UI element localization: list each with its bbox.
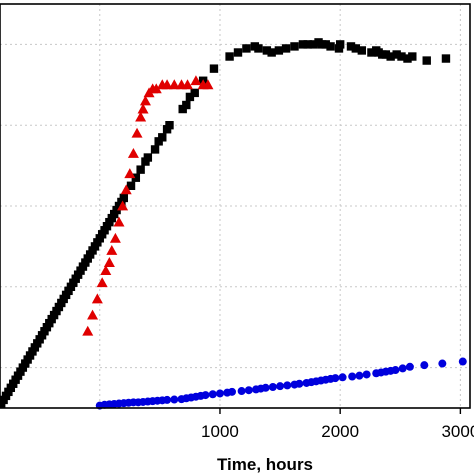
data-point [348,372,357,381]
data-points [0,38,467,410]
data-point [82,325,94,336]
data-point [276,382,285,391]
data-point [309,40,318,49]
data-point [124,168,136,179]
data-point [295,379,304,388]
data-point [458,357,467,366]
data-point [268,382,277,391]
data-point [185,92,195,102]
data-point [233,48,243,57]
data-point [303,40,312,49]
data-point [346,42,356,51]
data-point [420,361,429,370]
data-point [215,389,224,398]
x-tick-label: 3000 [441,422,474,441]
data-point [120,184,132,195]
data-point [422,56,431,65]
data-point [338,373,347,382]
data-point [441,54,451,63]
data-point [131,173,141,182]
data-point [367,48,376,57]
data-point [158,133,167,142]
series-square [0,38,451,409]
data-point [381,50,391,59]
data-point [119,193,129,203]
data-point [117,200,129,211]
data-point [170,395,179,404]
data-point [106,244,118,255]
data-point [208,390,217,399]
data-point [398,364,407,373]
data-point [202,79,214,90]
data-point [408,52,417,61]
data-point [96,277,108,288]
data-point [165,121,174,130]
data-point [135,111,147,122]
data-point [190,88,199,98]
data-point [168,79,180,90]
data-point [139,95,151,106]
data-point [326,42,335,51]
data-point [262,46,272,55]
plot-border [0,3,471,409]
x-tick-label: 1000 [201,422,239,441]
data-point [405,362,414,371]
data-point [126,181,136,190]
data-point [267,48,276,57]
data-point [242,44,251,53]
data-point [182,100,191,110]
data-point [100,265,112,276]
data-point [355,371,364,380]
data-point [103,257,115,267]
series-circle [95,357,467,410]
data-point [161,79,173,90]
data-point [283,381,292,390]
x-tick-label: 2000 [321,422,359,441]
data-point [392,50,401,59]
data-point [136,165,145,174]
data-point [438,359,447,368]
data-point [182,79,194,90]
data-point [298,40,308,49]
data-point [281,44,291,53]
grid-lines [0,4,470,408]
data-point [321,40,330,49]
data-point [209,64,219,73]
data-point [87,309,99,320]
data-point [331,374,340,383]
data-point [254,44,263,53]
data-point [150,83,162,94]
data-point [237,387,246,396]
data-point [362,370,371,379]
x-axis-ticks: 1000 2000 3000 [201,408,474,441]
data-point [190,75,202,86]
data-point [386,52,395,61]
data-point [201,391,210,400]
data-point [109,232,121,243]
data-point [91,293,103,304]
data-point [335,40,345,49]
data-point [163,395,172,404]
data-point [290,42,299,51]
data-point [150,145,160,154]
data-point [403,54,412,63]
data-point [113,216,125,227]
x-axis-label: Time, hours [217,455,313,474]
data-point [351,44,361,53]
data-point [357,46,367,55]
data-point [225,52,234,61]
series-triangle [82,75,214,336]
data-point [397,52,406,61]
data-point [274,46,284,55]
data-point [127,147,139,158]
data-point [391,366,400,375]
data-point [143,153,153,162]
data-point [261,383,270,392]
data-point [131,127,143,138]
data-point [244,386,253,395]
plot-frame [0,3,471,409]
data-point [137,103,149,114]
data-point [227,387,236,396]
